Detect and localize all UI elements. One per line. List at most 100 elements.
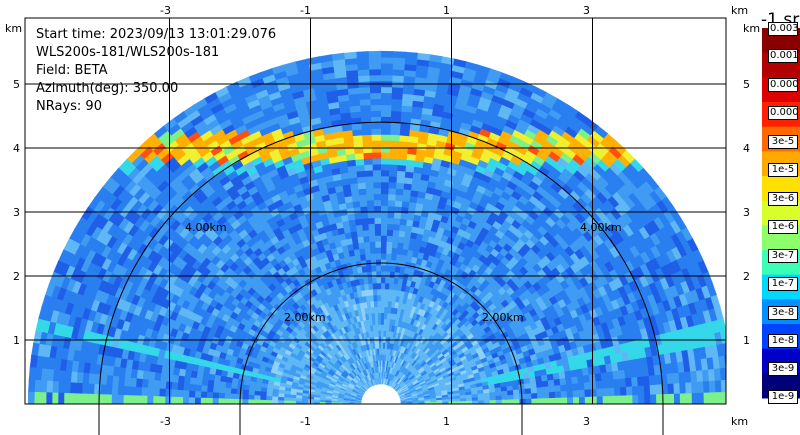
radar-cell bbox=[548, 385, 556, 393]
radar-cell bbox=[280, 342, 289, 350]
radar-cell bbox=[364, 362, 369, 370]
radar-cell bbox=[241, 394, 249, 400]
radar-cell bbox=[339, 238, 348, 247]
radar-cell bbox=[316, 364, 324, 371]
radar-cell bbox=[379, 140, 391, 147]
radar-cell bbox=[288, 370, 296, 377]
radar-cell bbox=[418, 245, 426, 254]
radar-cell bbox=[343, 332, 349, 340]
radar-cell bbox=[532, 363, 541, 372]
radar-cell bbox=[351, 266, 358, 275]
radar-cell bbox=[386, 372, 389, 380]
radar-cell bbox=[437, 320, 445, 328]
radar-cell bbox=[380, 282, 386, 290]
radar-cell bbox=[358, 277, 365, 286]
radar-cell bbox=[525, 360, 534, 368]
radar-cell bbox=[345, 389, 352, 394]
radar-cell bbox=[320, 389, 328, 393]
radar-cell bbox=[522, 372, 530, 379]
radar-cell bbox=[379, 56, 394, 64]
radar-cell bbox=[512, 384, 520, 391]
radar-cell bbox=[407, 243, 415, 251]
radar-cell bbox=[385, 354, 388, 361]
radar-cell bbox=[391, 319, 396, 326]
radar-cell bbox=[440, 389, 448, 394]
radar-cell bbox=[406, 363, 412, 370]
radar-cell bbox=[379, 92, 392, 100]
radar-cell bbox=[411, 395, 419, 399]
radar-cell bbox=[407, 323, 414, 331]
radar-cell bbox=[360, 357, 365, 365]
radar-cell bbox=[368, 380, 373, 387]
radar-cell bbox=[620, 394, 628, 404]
radar-cell bbox=[369, 380, 373, 387]
radar-cell bbox=[417, 357, 424, 365]
radar-cell bbox=[436, 352, 444, 359]
radar-cell bbox=[300, 371, 308, 378]
radar-cell bbox=[407, 342, 413, 350]
radar-cell bbox=[215, 363, 224, 371]
radar-cell bbox=[358, 380, 364, 386]
radar-cell bbox=[417, 394, 425, 398]
radar-cell bbox=[367, 343, 372, 350]
radar-cell bbox=[406, 397, 413, 400]
radar-cell bbox=[301, 398, 308, 402]
radar-cell bbox=[352, 388, 359, 393]
radar-cell bbox=[602, 387, 610, 397]
radar-cell bbox=[440, 322, 448, 330]
radar-cell bbox=[412, 399, 420, 402]
radar-cell bbox=[489, 399, 497, 404]
radar-cell bbox=[352, 354, 358, 362]
radar-cell bbox=[426, 358, 433, 365]
radar-cell bbox=[411, 367, 417, 374]
radar-cell bbox=[410, 351, 416, 359]
radar-cell bbox=[280, 356, 289, 363]
radar-cell bbox=[301, 343, 310, 351]
radar-cell bbox=[389, 134, 400, 142]
radar-cell bbox=[463, 348, 471, 356]
radar-cell bbox=[387, 366, 391, 374]
radar-cell bbox=[380, 181, 389, 189]
radar-cell bbox=[341, 294, 348, 302]
radar-cell bbox=[370, 259, 377, 266]
radar-cell bbox=[461, 345, 469, 353]
radar-cell bbox=[392, 355, 397, 363]
radar-cell bbox=[399, 358, 405, 366]
radar-cell bbox=[408, 384, 415, 390]
radar-cell bbox=[398, 380, 404, 386]
radar-cell bbox=[387, 379, 391, 386]
radar-cell bbox=[333, 386, 341, 391]
radar-cell bbox=[380, 324, 384, 331]
radar-cell bbox=[419, 369, 427, 375]
radar-cell bbox=[366, 374, 371, 381]
radar-cell bbox=[397, 332, 402, 340]
radar-cell bbox=[286, 358, 294, 365]
radar-cell bbox=[392, 362, 397, 369]
radar-cell bbox=[324, 287, 332, 296]
radar-cell bbox=[325, 398, 332, 401]
radar-cell bbox=[356, 395, 363, 398]
radar-cell bbox=[413, 353, 420, 361]
radar-cell bbox=[342, 370, 349, 377]
radar-cell bbox=[319, 350, 327, 358]
radar-cell bbox=[410, 376, 417, 382]
radar-cell bbox=[380, 146, 390, 153]
radar-cell bbox=[394, 356, 399, 364]
radar-cell bbox=[311, 324, 319, 333]
radar-cell bbox=[407, 364, 414, 371]
radar-cell bbox=[396, 387, 402, 392]
radar-cell bbox=[342, 250, 350, 259]
radar-cell bbox=[342, 401, 350, 403]
radar-cell bbox=[321, 331, 329, 339]
radar-cell bbox=[332, 374, 340, 380]
radar-cell bbox=[354, 367, 360, 374]
radar-cell bbox=[529, 381, 538, 389]
radar-cell bbox=[451, 381, 459, 387]
radar-cell bbox=[367, 349, 371, 357]
radar-cell bbox=[351, 378, 358, 384]
radar-cell bbox=[340, 386, 347, 391]
radar-cell bbox=[293, 372, 301, 378]
radar-cell bbox=[355, 284, 362, 292]
radar-cell bbox=[444, 363, 452, 370]
radar-cell bbox=[424, 365, 432, 372]
